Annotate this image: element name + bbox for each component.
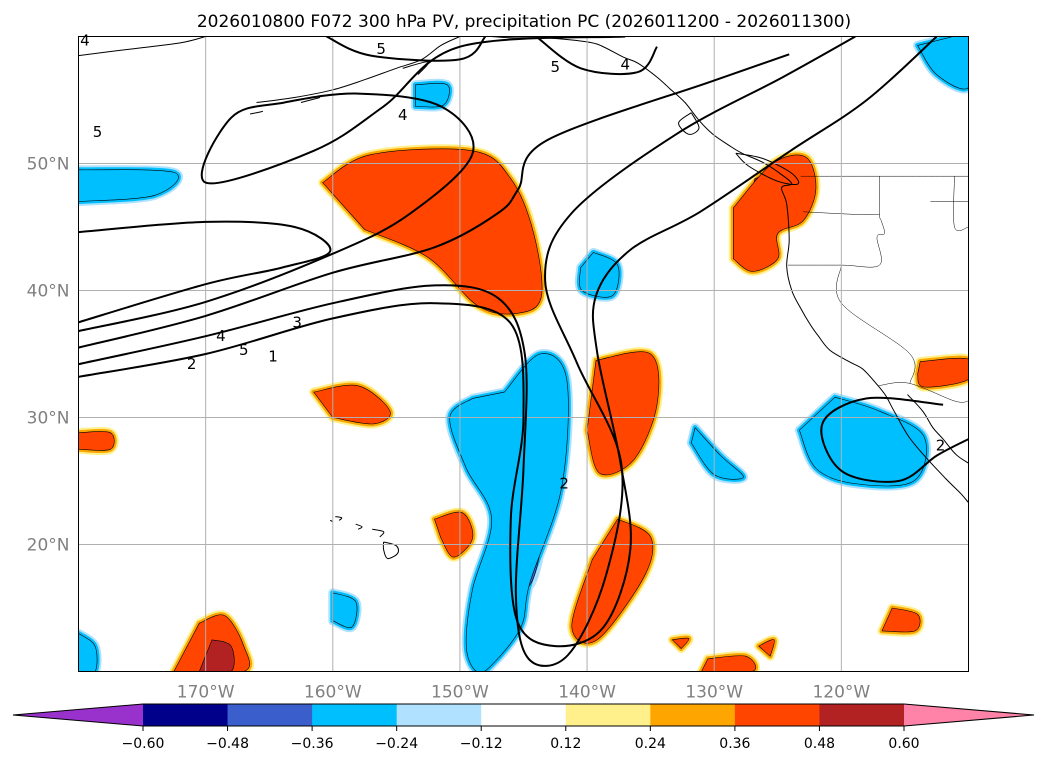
border: [878, 382, 969, 403]
pv-contour-5: [78, 220, 332, 324]
colorbar-tick-label: −0.24: [375, 736, 418, 752]
contour-label: 5: [93, 123, 103, 141]
colorbar-swatch: [819, 704, 905, 726]
map-area: [78, 36, 969, 672]
colorbar-tick-label: 0.36: [719, 736, 750, 752]
lat-tick-label: 40°N: [27, 282, 70, 302]
colorbar: −0.60 −0.48 −0.36 −0.24 −0.12 0.12 0.24 0.36 0.4…: [12, 703, 1035, 752]
pv-contour-5: [325, 36, 487, 62]
contour-label: 4: [398, 106, 408, 124]
contour-label: 2: [559, 475, 569, 493]
coastline: [491, 36, 969, 503]
contour-label: 5: [551, 58, 561, 76]
contour-label: 5: [239, 341, 249, 359]
precip-region: [78, 169, 179, 202]
colorbar-extend-high: [904, 704, 1034, 726]
precip-region: [332, 592, 358, 628]
lon-tick-label: 150°W: [431, 683, 489, 703]
pv-contour-2: [820, 396, 969, 483]
contour-label: 1: [268, 348, 278, 366]
precip-region: [881, 607, 921, 633]
coastline: [335, 516, 343, 521]
colorbar-tick-label: 0.48: [804, 736, 835, 752]
colorbar-tick-label: −0.60: [122, 736, 165, 752]
border: [803, 211, 880, 215]
pv-contour-4: [535, 36, 658, 76]
precip-region: [78, 431, 115, 451]
lon-tick-label: 160°W: [304, 683, 362, 703]
coastline: [300, 97, 321, 103]
precip-region: [449, 353, 569, 672]
lon-tick-label: 130°W: [685, 683, 743, 703]
coastline: [678, 112, 700, 135]
border: [836, 265, 916, 384]
precipitation-layer: [78, 36, 969, 672]
border: [953, 176, 969, 231]
colorbar-tick-label: −0.36: [291, 736, 334, 752]
coastline-layer: [78, 36, 969, 560]
contour-label: 4: [80, 31, 90, 49]
contour-label: 3: [292, 313, 302, 331]
lat-tick-label: 30°N: [27, 409, 70, 429]
colorbar-tick-label: −0.48: [206, 736, 249, 752]
colorbar-tick-label: 0.60: [888, 736, 919, 752]
precip-region: [586, 351, 660, 476]
precip-region: [691, 427, 744, 480]
colorbar-swatch: [396, 704, 482, 726]
border: [788, 176, 885, 268]
precip-region: [322, 148, 543, 315]
colorbar-swatch: [143, 704, 229, 726]
latitude-ticks: 20°N 30°N 40°N 50°N: [27, 155, 70, 556]
precip-region: [434, 511, 474, 558]
contour-label: 2: [187, 355, 197, 373]
coastline: [249, 110, 264, 115]
precip-region: [199, 639, 235, 672]
precip-region: [579, 252, 620, 298]
pv-contour-2: [78, 36, 856, 667]
coastline: [372, 528, 385, 538]
lat-tick-label: 20°N: [27, 536, 70, 556]
contour-label: 4: [620, 55, 630, 73]
contour-label: 5: [376, 40, 386, 58]
map-frame: [78, 36, 969, 672]
coastline: [355, 523, 363, 530]
pv-contour-4: [78, 36, 626, 333]
longitude-ticks: 170°W 160°W 150°W 140°W 130°W 120°W: [177, 683, 871, 703]
lon-tick-label: 170°W: [177, 683, 235, 703]
lon-tick-label: 140°W: [558, 683, 616, 703]
colorbar-extend-low: [13, 704, 143, 726]
colorbar-tick-label: −0.12: [460, 736, 503, 752]
contour-label: 4: [216, 327, 226, 345]
colorbar-swatch: [650, 704, 736, 726]
pv-contours: [78, 36, 969, 667]
precip-region: [672, 637, 690, 649]
colorbar-swatch: [734, 704, 820, 726]
precip-region: [758, 639, 775, 657]
lat-tick-label: 50°N: [27, 155, 70, 175]
coastline: [256, 36, 461, 103]
precip-region: [78, 633, 98, 672]
colorbar-swatch: [312, 704, 398, 726]
lon-tick-label: 120°W: [812, 683, 870, 703]
pv-contour-3: [78, 53, 790, 349]
colorbar-swatch: [481, 704, 567, 726]
coastline: [78, 36, 206, 57]
chart-title: 2026010800 F072 300 hPa PV, precipitatio…: [197, 12, 851, 32]
coastline: [907, 394, 969, 464]
contour-label: 2: [936, 436, 946, 454]
colorbar-tick-label: 0.12: [550, 736, 581, 752]
pv-contour-1: [78, 36, 938, 648]
precip-region: [701, 655, 756, 672]
colorbar-swatch: [227, 704, 313, 726]
colorbar-tick-label: 0.24: [635, 736, 666, 752]
precip-region: [799, 396, 927, 487]
coastline: [382, 541, 399, 560]
coastline: [735, 152, 800, 185]
colorbar-swatch: [565, 704, 651, 726]
